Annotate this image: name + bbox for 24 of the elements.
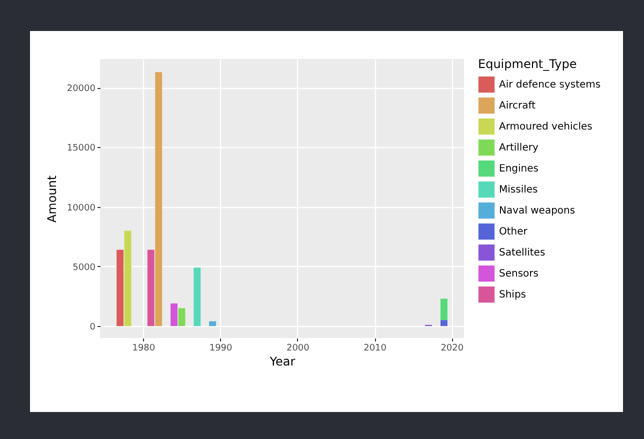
legend-label: Air defence systems xyxy=(499,80,601,90)
y-tick-label: 5000 xyxy=(72,262,96,273)
x-tick-label: 2020 xyxy=(440,344,464,354)
legend-label: Engines xyxy=(499,164,538,174)
x-tick-label: 1990 xyxy=(209,344,233,354)
x-tick-label: 2000 xyxy=(286,344,310,354)
x-axis-title: Year xyxy=(268,354,296,368)
legend-label: Ships xyxy=(499,290,526,300)
y-tick-label: 0 xyxy=(90,322,96,333)
y-tick-label: 10000 xyxy=(66,203,96,214)
legend-label: Artillery xyxy=(499,142,538,154)
x-tick-label: 1980 xyxy=(132,344,156,354)
legend-label: Other xyxy=(499,226,528,238)
legend-label: Naval weapons xyxy=(499,206,576,216)
y-axis-title: Amount xyxy=(44,175,59,223)
legend-label: Sensors xyxy=(499,268,538,280)
legend-label: Aircraft xyxy=(499,100,536,112)
y-tick-label: 15000 xyxy=(66,144,96,154)
legend-label: Missiles xyxy=(499,184,538,196)
legend-title: Equipment_Type xyxy=(478,57,577,71)
y-tick-label: 20000 xyxy=(66,84,96,94)
legend-label: Armoured vehicles xyxy=(499,122,592,132)
legend-label: Satellites xyxy=(499,248,546,258)
x-tick-label: 2010 xyxy=(364,344,387,354)
